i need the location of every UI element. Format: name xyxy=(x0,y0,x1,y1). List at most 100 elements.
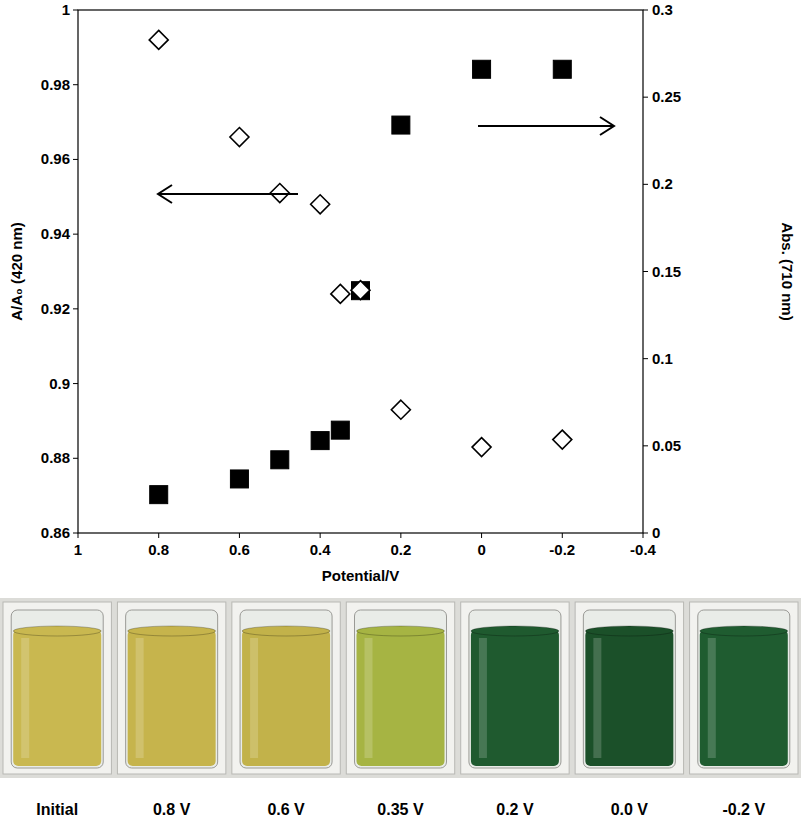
vial-label: 0.6 V xyxy=(267,801,305,818)
vial-highlight xyxy=(365,638,373,758)
y-tick xyxy=(73,84,78,85)
diamond-marker xyxy=(149,30,168,49)
y-tick xyxy=(73,159,78,160)
diamond-marker xyxy=(391,400,410,419)
x-tick-label: 1 xyxy=(74,541,82,558)
square-marker xyxy=(311,432,329,450)
vial-highlight xyxy=(479,638,487,758)
vial-meniscus xyxy=(242,626,330,636)
vial-liquid xyxy=(128,630,216,766)
y2-tick xyxy=(643,358,648,359)
x-tick-label: -0.4 xyxy=(630,541,657,558)
vial-glass xyxy=(469,610,561,768)
vial-meniscus xyxy=(13,626,101,636)
diamond-marker xyxy=(311,195,330,214)
vial-highlight xyxy=(708,638,716,758)
vial-glass xyxy=(240,610,332,768)
y-tick xyxy=(73,308,78,309)
y-tick-label: 0.98 xyxy=(41,76,70,93)
vial-label: -0.2 V xyxy=(722,801,765,818)
vial-cell xyxy=(346,602,454,774)
y-tick-label: 1 xyxy=(62,1,70,18)
y-tick-label: 0.86 xyxy=(41,524,70,541)
diamond-marker xyxy=(331,284,350,303)
x-tick xyxy=(320,533,321,538)
vial-liquid xyxy=(242,630,330,766)
y-tick-label: 0.88 xyxy=(41,449,70,466)
y-tick-label: 0.9 xyxy=(49,375,70,392)
square-marker xyxy=(150,486,168,504)
marks xyxy=(149,30,572,503)
vial-liquid xyxy=(700,630,788,766)
x-tick xyxy=(78,533,79,538)
vial-meniscus xyxy=(700,626,788,636)
axis-arrow-head xyxy=(158,185,172,203)
y2-axis-title: Abs. (710 nm) xyxy=(779,222,796,320)
axis-arrow xyxy=(158,193,298,195)
vial-meniscus xyxy=(128,626,216,636)
square-marker xyxy=(271,451,289,469)
x-tick-label: -0.2 xyxy=(549,541,575,558)
y2-tick-label: 0.1 xyxy=(652,350,673,367)
x-tick xyxy=(239,533,240,538)
y-tick xyxy=(73,533,78,534)
y2-tick-label: 0.2 xyxy=(652,175,673,192)
vial-meniscus xyxy=(357,626,445,636)
vial-label: 0.0 V xyxy=(611,801,649,818)
x-tick xyxy=(158,533,159,538)
vial-label: 0.35 V xyxy=(377,801,424,818)
y2-tick xyxy=(643,97,648,98)
y2-tick xyxy=(643,445,648,446)
y2-tick-label: 0.25 xyxy=(652,88,681,105)
vial-cell xyxy=(117,602,225,774)
square-marker xyxy=(473,60,491,78)
diamond-marker xyxy=(472,438,491,457)
vial-liquid xyxy=(585,630,673,766)
y-tick-label: 0.92 xyxy=(41,300,70,317)
x-tick xyxy=(562,533,563,538)
vial-glass xyxy=(583,610,675,768)
vial-cell xyxy=(3,602,111,774)
vial-liquid xyxy=(357,630,445,766)
y-tick xyxy=(73,10,78,11)
vial-glass xyxy=(126,610,218,768)
square-marker xyxy=(230,470,248,488)
x-tick-label: 0.2 xyxy=(390,541,411,558)
photo-background xyxy=(0,598,801,778)
square-marker xyxy=(553,60,571,78)
vial-liquid xyxy=(13,630,101,766)
square-marker xyxy=(331,421,349,439)
y-tick xyxy=(73,234,78,235)
axis-arrow xyxy=(478,125,614,127)
x-tick-label: 0 xyxy=(477,541,485,558)
x-axis-title: Potential/V xyxy=(322,567,400,584)
y2-tick xyxy=(643,184,648,185)
vial-cell xyxy=(575,602,683,774)
vial-highlight xyxy=(593,638,601,758)
y2-tick-label: 0.3 xyxy=(652,1,673,18)
x-tick xyxy=(643,533,644,538)
vial-meniscus xyxy=(585,626,673,636)
y-tick xyxy=(73,458,78,459)
y2-tick-label: 0 xyxy=(652,524,660,541)
vial-meniscus xyxy=(471,626,559,636)
figure: 1 0.8 0.6 0.4 0.2 0 -0.2 -0.4 0.86 0.88 0.9 0.92 0.9… xyxy=(0,0,801,831)
plot-frame xyxy=(78,10,643,533)
y-tick xyxy=(73,383,78,384)
y2-tick-label: 0.15 xyxy=(652,263,681,280)
y2-tick xyxy=(643,533,648,534)
y-axis-title: A/A₀ (420 nm) xyxy=(8,222,25,320)
vial-label: 0.2 V xyxy=(496,801,534,818)
x-tick-label: 0.6 xyxy=(229,541,250,558)
vial-cell xyxy=(232,602,340,774)
vial-liquid xyxy=(471,630,559,766)
vial-highlight xyxy=(136,638,144,758)
diamond-marker xyxy=(351,281,370,300)
vial-highlight xyxy=(250,638,258,758)
x-tick-label: 0.4 xyxy=(310,541,332,558)
x-tick-label: 0.8 xyxy=(148,541,169,558)
diamond-marker xyxy=(230,128,249,147)
vial-cell xyxy=(690,602,798,774)
y2-tick xyxy=(643,271,648,272)
vial-glass xyxy=(355,610,447,768)
